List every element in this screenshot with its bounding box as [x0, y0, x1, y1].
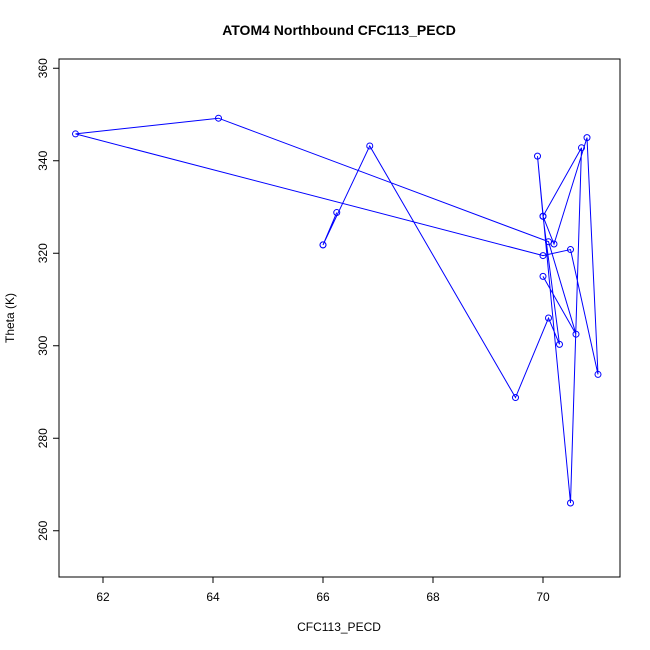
y-tick-label: 340 [36, 150, 50, 170]
series-layer [72, 114, 602, 507]
y-axis-label: Theta (K) [3, 293, 17, 343]
data-point [578, 144, 585, 152]
data-point [583, 134, 591, 142]
y-tick-label: 260 [36, 520, 50, 540]
y-axis: 260 280 300 320 340 360 [36, 58, 59, 541]
data-point [556, 340, 563, 348]
data-point [72, 130, 79, 138]
data-point [539, 272, 547, 280]
plot-frame [58, 58, 621, 578]
x-tick-label: 66 [316, 590, 330, 604]
data-point [594, 370, 602, 378]
data-point [545, 314, 552, 322]
data-point [366, 142, 374, 150]
y-tick-label: 360 [36, 58, 50, 78]
x-axis: 62 64 66 68 70 [96, 577, 550, 604]
data-point [512, 394, 519, 402]
data-point [539, 212, 547, 220]
series-line [75, 117, 599, 504]
x-tick-label: 64 [206, 590, 220, 604]
data-point [319, 241, 327, 249]
data-point [567, 246, 574, 254]
data-point [545, 238, 552, 246]
data-point [567, 499, 574, 507]
x-tick-label: 68 [426, 590, 440, 604]
data-point [534, 152, 541, 160]
y-tick-label: 320 [36, 243, 50, 263]
data-point [572, 330, 580, 338]
x-tick-label: 62 [96, 590, 110, 604]
x-tick-label: 70 [536, 590, 550, 604]
data-point [333, 209, 341, 217]
data-point [215, 114, 222, 122]
data-point [539, 252, 547, 260]
chart-title: ATOM4 Northbound CFC113_PECD [222, 22, 456, 38]
x-axis-label: CFC113_PECD [297, 620, 381, 634]
y-tick-label: 280 [36, 428, 50, 448]
y-tick-label: 300 [36, 335, 50, 355]
